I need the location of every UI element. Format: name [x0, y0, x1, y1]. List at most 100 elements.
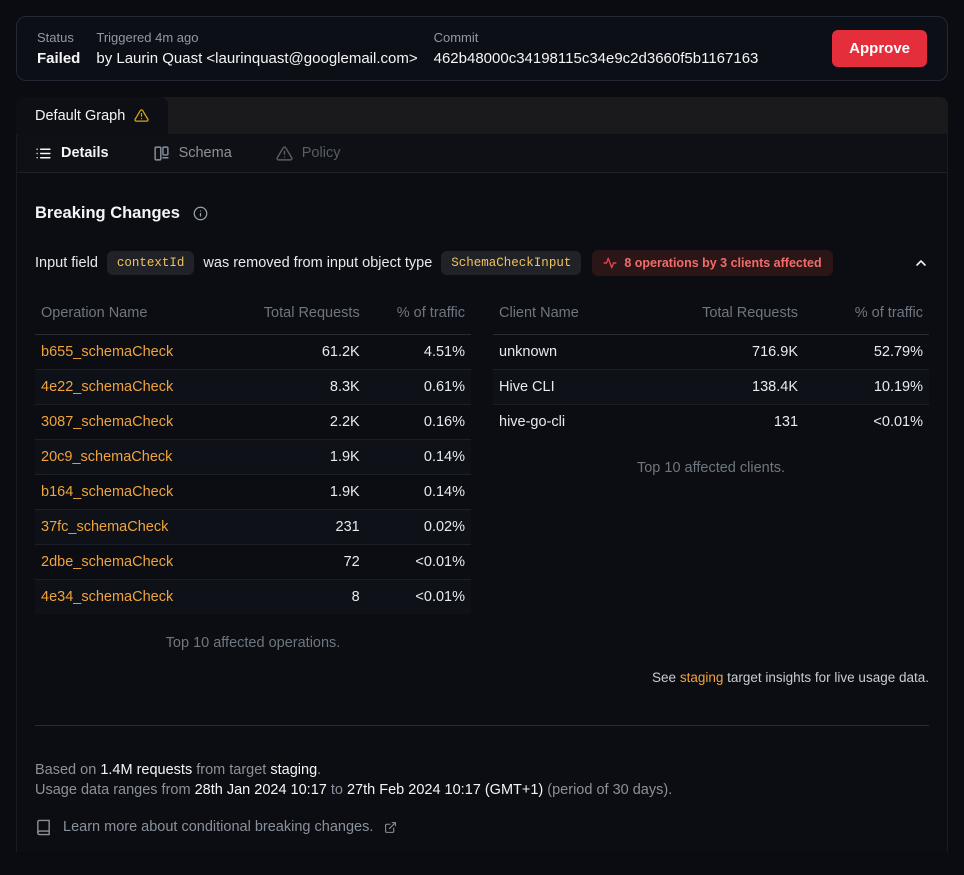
col-client-name: Client Name [493, 293, 636, 335]
book-icon [35, 819, 52, 836]
table-row: Hive CLI 138.4K 10.19% [493, 369, 929, 405]
usage-range-line: Usage data ranges from 28th Jan 2024 10:… [35, 780, 929, 800]
change-middle: was removed from input object type [203, 255, 433, 271]
insights-note: See staging target insights for live usa… [493, 670, 929, 685]
tab-details[interactable]: Details [35, 145, 109, 162]
requests-value: 138.4K [635, 369, 805, 405]
range-end-date: 27th Feb 2024 10:17 (GMT+1) [346, 782, 544, 798]
table-row: b655_schemaCheck 61.2K 4.51% [35, 334, 471, 370]
operations-table-column: Operation Name Total Requests % of traff… [35, 293, 471, 651]
tab-default-graph-label: Default Graph [35, 107, 126, 124]
traffic-value: 0.14% [365, 474, 471, 510]
staging-link[interactable]: staging [679, 670, 724, 685]
status-column: Status Failed [37, 30, 80, 67]
requests-value: 61.2K [224, 334, 366, 370]
operation-link[interactable]: 20c9_schemaCheck [41, 449, 173, 465]
footer-text: . [317, 762, 322, 778]
details-content: Breaking Changes Input field contextId w… [17, 173, 947, 837]
table-row: hive-go-cli 131 <0.01% [493, 405, 929, 440]
requests-value: 8 [351, 589, 360, 605]
field-code-chip: contextId [106, 251, 195, 275]
type-code-chip: SchemaCheckInput [441, 251, 582, 275]
table-row: unknown 716.9K 52.79% [493, 334, 929, 370]
warning-icon [134, 108, 149, 123]
operation-link[interactable]: 4e22_schemaCheck [41, 379, 174, 395]
client-name: hive-go-cli [499, 414, 566, 430]
requests-value: 716.9K [635, 334, 805, 370]
graph-tab-bar: Default Graph [16, 97, 948, 134]
table-row: 4e34_schemaCheck 8 <0.01% [35, 579, 471, 614]
tab-policy[interactable]: Policy [276, 145, 340, 162]
client-name: Hive CLI [493, 369, 636, 405]
operations-table-note: Top 10 affected operations. [165, 635, 341, 651]
insights-prefix: See [652, 670, 680, 685]
table-row: 4e22_schemaCheck 8.3K 0.61% [35, 369, 471, 405]
schema-icon [153, 145, 170, 162]
requests-value: 131 [773, 414, 799, 430]
approve-button[interactable]: Approve [832, 30, 927, 67]
learn-more-label: Learn more about conditional breaking ch… [63, 819, 374, 835]
traffic-value: 0.61% [365, 369, 471, 405]
triggered-label: Triggered 4m ago [96, 30, 199, 45]
usage-summary-line: Based on 1.4M requests from target stagi… [35, 760, 929, 780]
client-name: unknown [493, 334, 636, 370]
requests-value: 1.9K [224, 474, 366, 510]
traffic-value: <0.01% [873, 414, 923, 430]
breaking-change-row[interactable]: Input field contextId was removed from i… [35, 250, 929, 276]
footer-text: Based on [35, 762, 101, 778]
operation-link[interactable]: 37fc_schemaCheck [41, 519, 169, 535]
list-icon [35, 145, 52, 162]
footer-text: to [326, 782, 347, 798]
requests-value: 8.3K [224, 369, 366, 405]
range-start-date: 28th Jan 2024 10:17 [194, 782, 327, 798]
change-prefix: Input field [35, 255, 98, 271]
check-status-card: Status Failed Triggered 4m ago by Laurin… [16, 16, 948, 81]
tab-schema-label: Schema [178, 145, 232, 161]
requests-value: 231 [224, 509, 366, 545]
col-pct-traffic: % of traffic [365, 293, 471, 335]
requests-value: 1.9K [224, 439, 366, 475]
requests-count: 1.4M requests [100, 762, 193, 778]
affected-badge-label: 8 operations by 3 clients affected [624, 256, 822, 270]
table-row: 2dbe_schemaCheck 72 <0.01% [35, 544, 471, 580]
traffic-value: 0.02% [365, 509, 471, 545]
col-pct-traffic: % of traffic [804, 293, 929, 335]
policy-warning-icon [276, 145, 293, 162]
traffic-value: 0.16% [365, 404, 471, 440]
usage-footer: Based on 1.4M requests from target stagi… [35, 760, 929, 837]
table-row: 20c9_schemaCheck 1.9K 0.14% [35, 439, 471, 475]
triggered-column: Triggered 4m ago by Laurin Quast <laurin… [96, 30, 417, 67]
table-row: 3087_schemaCheck 2.2K 0.16% [35, 404, 471, 440]
affected-operations-badge[interactable]: 8 operations by 3 clients affected [592, 250, 833, 276]
operation-link[interactable]: 2dbe_schemaCheck [41, 554, 174, 570]
traffic-value: 52.79% [804, 334, 929, 370]
external-link-icon [384, 821, 397, 834]
traffic-value: 4.51% [365, 334, 471, 370]
chevron-up-icon[interactable] [913, 255, 929, 271]
triggered-by: by Laurin Quast <laurinquast@googlemail.… [96, 50, 418, 67]
footer-divider [35, 725, 929, 726]
traffic-value: <0.01% [415, 589, 465, 605]
status-label: Status [37, 30, 74, 45]
insights-suffix: target insights for live usage data. [723, 670, 929, 685]
requests-value: 2.2K [224, 404, 366, 440]
tab-default-graph[interactable]: Default Graph [16, 97, 169, 134]
commit-label: Commit [433, 30, 479, 45]
graph-tab-region: Default Graph Details [16, 97, 948, 852]
requests-value: 72 [224, 544, 366, 580]
traffic-value: <0.01% [365, 544, 471, 580]
operation-link[interactable]: 4e34_schemaCheck [41, 589, 174, 605]
activity-icon [603, 256, 617, 270]
operation-link[interactable]: 3087_schemaCheck [41, 414, 174, 430]
operation-link[interactable]: b164_schemaCheck [41, 484, 174, 500]
table-row: 37fc_schemaCheck 231 0.02% [35, 509, 471, 545]
check-subnav: Details Schema [17, 134, 947, 173]
table-row: b164_schemaCheck 1.9K 0.14% [35, 474, 471, 510]
operation-link[interactable]: b655_schemaCheck [41, 344, 174, 360]
tab-schema[interactable]: Schema [153, 145, 232, 162]
traffic-value: 0.14% [365, 439, 471, 475]
learn-more-link[interactable]: Learn more about conditional breaking ch… [35, 817, 929, 837]
clients-table: Client Name Total Requests % of traffic … [493, 293, 929, 439]
info-icon[interactable] [193, 206, 208, 221]
footer-text: from target [192, 762, 271, 778]
